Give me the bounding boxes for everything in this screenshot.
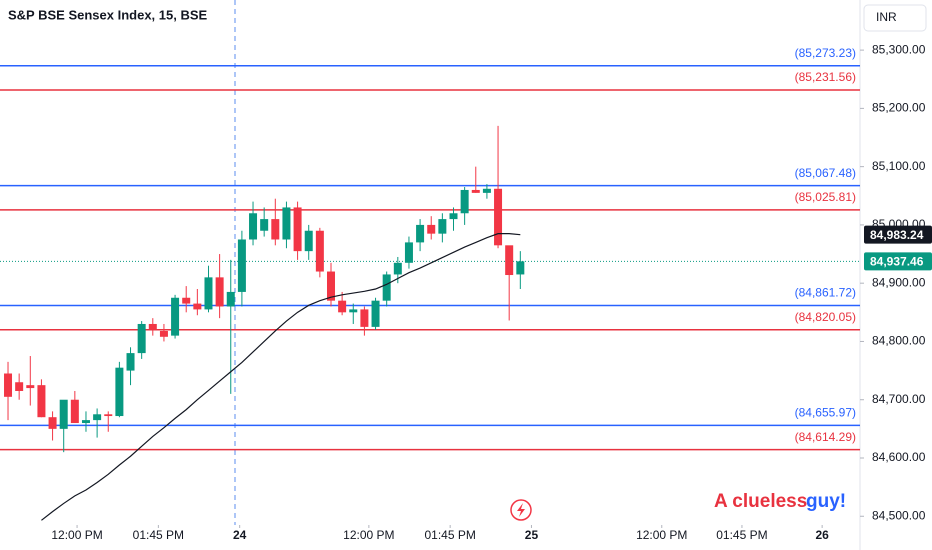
candle-body — [226, 291, 235, 307]
level-label: (85,231.56) — [795, 70, 856, 84]
x-tick-label: 01:45 PM — [424, 528, 475, 542]
candle-body — [505, 245, 514, 276]
candle-body — [282, 207, 291, 240]
candle-body — [48, 417, 57, 429]
candle-body — [460, 189, 469, 214]
y-tick-label: 85,300.00 — [872, 42, 926, 56]
candle-body — [293, 207, 302, 252]
candle-body — [349, 309, 358, 313]
candle-body — [4, 373, 13, 397]
event-icon-bolt — [517, 503, 525, 517]
candle-body — [26, 385, 35, 389]
currency-label: INR — [876, 10, 897, 24]
level-label: (85,273.23) — [795, 46, 856, 60]
currency-button[interactable] — [863, 4, 927, 32]
candle-body — [360, 309, 369, 327]
candle-body — [315, 230, 324, 272]
x-tick-label: 01:45 PM — [133, 528, 184, 542]
candle-body — [137, 323, 146, 354]
candle-body — [471, 189, 480, 193]
y-tick-label: 84,800.00 — [872, 334, 926, 348]
candle-body — [237, 239, 246, 292]
candle-body — [104, 414, 113, 417]
annotation-part: guy! — [806, 491, 846, 512]
candle-body — [416, 224, 425, 243]
candle-body — [494, 188, 503, 246]
candle-body — [427, 224, 436, 234]
x-tick-label: 12:00 PM — [636, 528, 687, 542]
candle-body — [204, 277, 213, 310]
y-tick-label: 85,100.00 — [872, 159, 926, 173]
y-tick-label: 85,200.00 — [872, 101, 926, 115]
candle-body — [304, 230, 313, 252]
candle-body — [15, 382, 24, 391]
candle-body — [249, 213, 258, 240]
candle-body — [81, 420, 90, 424]
y-tick-label: 84,700.00 — [872, 392, 926, 406]
candle-body — [159, 330, 168, 337]
candle-body — [326, 271, 335, 301]
candle-body — [148, 323, 157, 330]
y-tick-label: 84,600.00 — [872, 450, 926, 464]
candle-body — [115, 367, 124, 417]
candle-body — [193, 303, 202, 310]
candle-body — [371, 300, 380, 327]
x-tick-label: 26 — [815, 528, 829, 542]
price-badge-label: 84,937.46 — [870, 255, 924, 269]
candle-body — [338, 300, 347, 313]
level-label: (85,067.48) — [795, 166, 856, 180]
x-tick-label: 12:00 PM — [343, 528, 394, 542]
level-label: (85,025.81) — [795, 190, 856, 204]
y-tick-label: 84,500.00 — [872, 508, 926, 522]
x-tick-label: 01:45 PM — [716, 528, 767, 542]
candle-body — [171, 297, 180, 336]
candle-body — [70, 399, 79, 424]
x-tick-label: 12:00 PM — [51, 528, 102, 542]
moving-average — [41, 233, 521, 521]
level-label: (84,820.05) — [795, 310, 856, 324]
ma-badge-label: 84,983.24 — [870, 228, 924, 242]
candle-body — [37, 385, 46, 418]
candle-body — [449, 213, 458, 220]
candle-body — [482, 188, 491, 193]
level-label: (84,655.97) — [795, 406, 856, 420]
chart-title: S&P BSE Sensex Index, 15, BSE — [8, 7, 208, 22]
candle-body — [404, 242, 413, 263]
candle-body — [438, 219, 447, 234]
candle-body — [182, 297, 191, 304]
ma-badge — [864, 225, 932, 244]
x-tick-label: 24 — [233, 528, 247, 542]
annotation-part: A clueless — [714, 491, 807, 512]
x-tick-label: 25 — [525, 528, 539, 542]
candle-body — [59, 399, 68, 429]
level-label: (84,861.72) — [795, 286, 856, 300]
candle-body — [126, 353, 135, 371]
candle-body — [382, 274, 391, 301]
candle-body — [93, 414, 102, 421]
candle-body — [260, 219, 269, 231]
candle-body — [393, 262, 402, 275]
level-label: (84,614.29) — [795, 430, 856, 444]
y-tick-label: 84,900.00 — [872, 275, 926, 289]
price-badge — [864, 252, 932, 271]
candle-body — [271, 219, 280, 240]
candle-body — [215, 277, 224, 307]
candle-body — [516, 261, 525, 275]
